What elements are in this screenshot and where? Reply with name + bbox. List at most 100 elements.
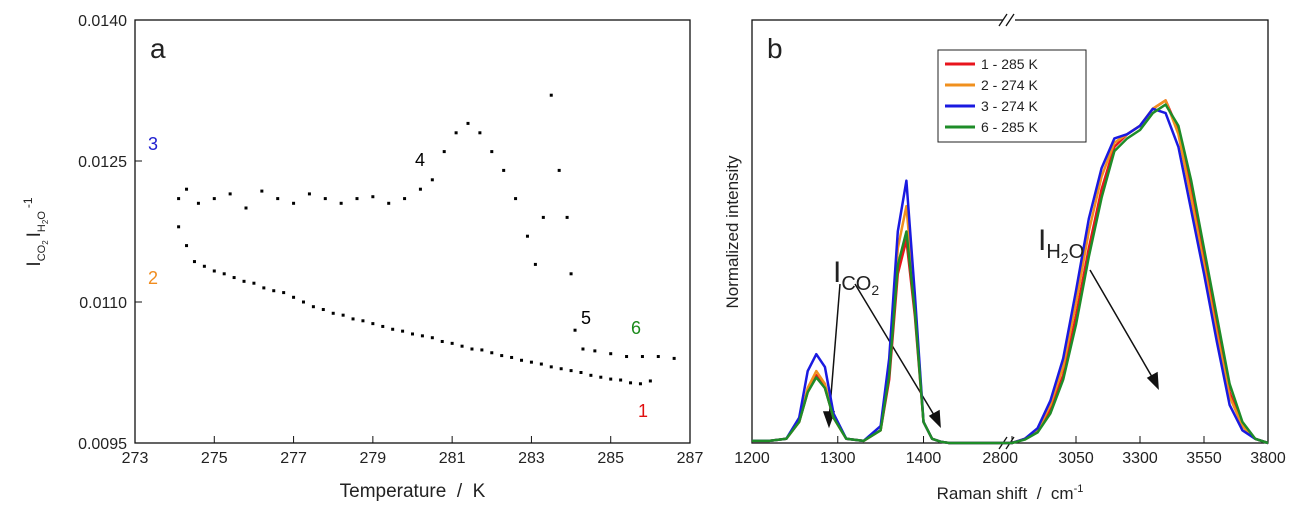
data-point	[355, 197, 359, 201]
data-point	[371, 195, 375, 199]
data-point	[520, 358, 524, 362]
data-point	[212, 197, 216, 201]
panel-label: a	[150, 33, 166, 64]
data-point	[341, 313, 345, 317]
x-tick-label: 273	[122, 450, 149, 467]
x-tick-label: 2800	[982, 450, 1018, 467]
data-point	[260, 189, 264, 193]
data-point	[460, 344, 464, 348]
y-axis-label-part: 2	[41, 219, 50, 224]
data-point	[401, 329, 405, 333]
x-tick-label: 1300	[820, 450, 856, 467]
data-point	[609, 352, 613, 356]
y-tick-label: 0.0110	[79, 295, 127, 312]
x-tick-label: 3300	[1122, 450, 1158, 467]
annotation: 4	[415, 150, 425, 170]
data-point	[525, 234, 529, 238]
data-point	[430, 336, 434, 340]
data-point	[559, 367, 563, 371]
annotation-part: I	[1038, 224, 1046, 257]
data-point	[510, 355, 514, 359]
data-point	[490, 351, 494, 355]
y-tick-label: 0.0140	[78, 13, 127, 30]
annotation: 5	[581, 308, 591, 328]
data-point	[514, 197, 518, 201]
y-tick-label: 0.0125	[78, 154, 127, 171]
x-tick-label: 1400	[906, 450, 942, 467]
data-point	[557, 168, 561, 172]
data-point	[638, 382, 642, 386]
data-point	[539, 362, 543, 366]
data-point	[361, 319, 365, 323]
data-point	[212, 269, 216, 273]
series-line	[752, 107, 1269, 445]
data-point	[619, 378, 623, 382]
data-point	[589, 373, 593, 377]
data-point	[440, 339, 444, 343]
data-point	[640, 355, 644, 359]
data-point	[581, 347, 585, 351]
data-point	[222, 272, 226, 276]
legend-label: 2 - 274 K	[981, 77, 1038, 93]
data-point	[262, 286, 266, 290]
y-axis-label-part: I	[24, 261, 45, 266]
annotation-part: CO	[841, 273, 871, 295]
data-point	[228, 192, 232, 196]
x-axis-label: Raman shift / cm-1	[937, 483, 1084, 503]
data-point	[192, 260, 196, 264]
data-point	[529, 360, 533, 364]
data-point	[242, 279, 246, 283]
x-tick-label: 275	[201, 450, 228, 467]
data-point	[391, 327, 395, 331]
data-point	[301, 300, 305, 304]
annotation-part: O	[1069, 241, 1085, 263]
y-axis-label: ICO2IH2O-1	[21, 197, 50, 266]
annotation-part: I	[833, 256, 841, 289]
data-point	[470, 347, 474, 351]
annotation-part: H	[1046, 241, 1060, 263]
data-point	[177, 225, 181, 229]
data-point	[307, 192, 311, 196]
x-tick-label: 287	[677, 450, 704, 467]
y-axis-label-part: O	[36, 211, 48, 220]
data-point	[185, 187, 189, 191]
data-point	[672, 356, 676, 360]
data-point	[549, 365, 553, 369]
data-point	[573, 328, 577, 332]
plot-frame-a	[134, 19, 691, 444]
data-point	[648, 379, 652, 383]
data-point	[418, 187, 422, 191]
data-point	[282, 291, 286, 295]
annotation: IH2O	[1038, 224, 1084, 266]
data-point	[490, 150, 494, 154]
y-tick-label: 0.0095	[78, 436, 127, 453]
data-point	[502, 168, 506, 172]
data-point	[454, 131, 458, 135]
annotation: 6	[631, 318, 641, 338]
data-point	[549, 93, 553, 97]
x-axis-label: Temperature / K	[340, 481, 486, 502]
x-tick-label: 3550	[1186, 450, 1222, 467]
data-point	[272, 289, 276, 293]
y-axis-label-part: I	[24, 232, 45, 237]
data-point	[311, 305, 315, 309]
data-point	[450, 341, 454, 345]
data-point	[323, 197, 327, 201]
series-line	[752, 103, 1269, 445]
data-point	[371, 322, 375, 326]
x-tick-label: 3800	[1250, 450, 1286, 467]
data-point	[185, 244, 189, 248]
data-point	[321, 308, 325, 312]
annotation-part: 2	[871, 282, 879, 298]
y-axis-label-part: H	[36, 224, 48, 232]
data-point	[541, 215, 545, 219]
data-point	[629, 381, 633, 385]
x-tick-label: 281	[439, 450, 466, 467]
data-point	[202, 264, 206, 268]
x-axis-label-part: Raman shift / cm	[937, 484, 1074, 503]
annotation: 1	[638, 401, 648, 421]
annotation: 2	[148, 268, 158, 288]
x-tick-label: 3050	[1058, 450, 1094, 467]
data-point	[466, 121, 470, 125]
